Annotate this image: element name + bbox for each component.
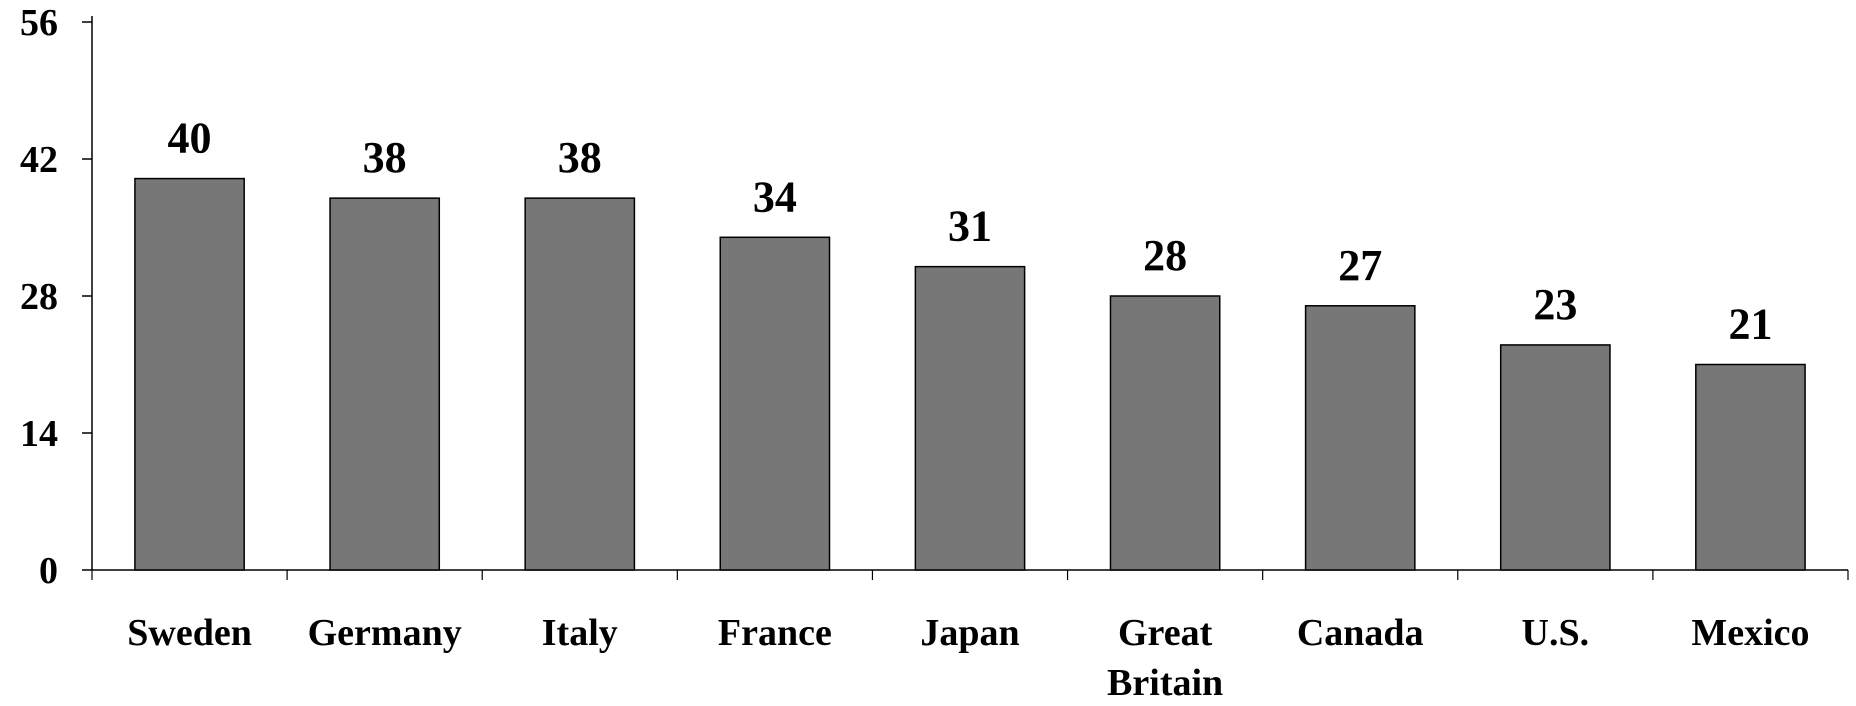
data-label: 40 [168,114,212,163]
data-label: 31 [948,202,992,251]
category-label: U.S. [1522,612,1590,654]
category-label: Italy [542,612,618,654]
category-labels: Sweden Germany Italy France Japan Great Britai… [127,612,1809,704]
data-label: 38 [558,133,602,182]
category-label: Great [1118,612,1213,654]
bar [329,197,441,571]
category-label: Japan [920,612,1019,654]
data-label: 28 [1143,231,1187,280]
data-label: 21 [1728,300,1772,349]
category-label: Germany [308,612,462,654]
category-label: Canada [1297,612,1424,654]
y-tick-label: 14 [20,413,58,455]
data-label: 23 [1533,280,1577,329]
bar [524,197,636,571]
data-label: 34 [753,172,797,221]
y-tick-label: 42 [20,139,58,181]
category-label: France [718,612,832,654]
data-label: 38 [363,133,407,182]
y-tick-label: 28 [20,276,58,318]
bar [1304,305,1416,571]
y-tick-label: 0 [39,550,58,592]
bar [1499,344,1611,571]
category-label: Britain [1107,662,1223,701]
bars [134,177,1806,571]
bar [1695,363,1806,571]
y-axis: 0 14 28 42 56 [20,2,93,592]
x-axis [91,569,1849,580]
data-labels: 40 38 38 34 31 28 27 23 21 [168,114,1773,349]
data-label: 27 [1338,241,1382,290]
bar [719,236,831,571]
bar [134,177,245,571]
y-tick-label: 56 [20,2,58,44]
bar [1109,295,1221,571]
category-label: Sweden [127,612,252,654]
bar [914,265,1026,571]
category-label: Mexico [1691,612,1809,654]
